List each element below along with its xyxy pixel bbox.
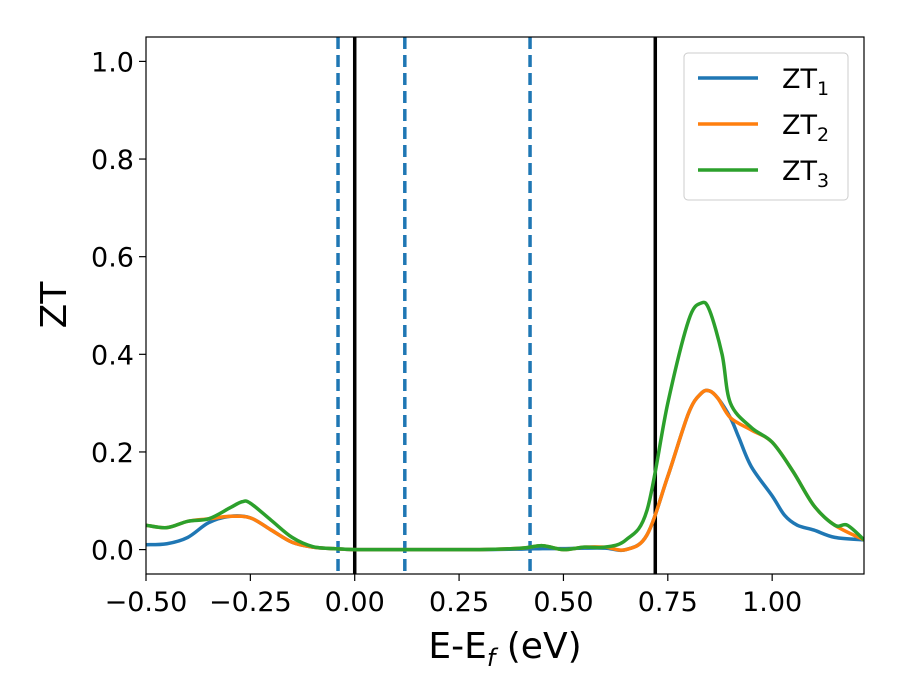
legend: ZT1 ZT2 ZT3: [683, 52, 849, 201]
y-tick-label: 0.4: [91, 340, 134, 371]
legend-frame: [683, 52, 849, 201]
legend-label-zt3: ZT3: [782, 156, 829, 192]
y-tick-label: 0.8: [91, 145, 134, 176]
x-tick-label: 0.25: [429, 587, 489, 618]
y-tick-label: 0.6: [91, 243, 134, 274]
series-line-zt1: [146, 388, 864, 553]
x-axis: −0.50 −0.25 0.00 0.25 0.50 0.75 1.00: [105, 574, 802, 618]
series-line-zt2: [146, 388, 864, 552]
x-tick-label: 0.75: [638, 587, 698, 618]
x-tick-label: 0.50: [533, 587, 593, 618]
series-lines: [146, 300, 864, 553]
x-axis-label: E-Ef (eV): [428, 626, 581, 672]
x-tick-label: −0.25: [209, 587, 292, 618]
reference-lines: [336, 37, 658, 574]
legend-label-zt1: ZT1: [782, 64, 829, 100]
series-line-zt3: [146, 300, 864, 552]
y-tick-label: 1.0: [91, 47, 134, 78]
legend-label-zt2: ZT2: [782, 110, 829, 146]
x-tick-label: 0.00: [325, 587, 385, 618]
plot-frame: [145, 36, 865, 575]
x-tick-label: −0.50: [105, 587, 188, 618]
y-tick-label: 0.2: [91, 438, 134, 469]
y-axis: 0.0 0.2 0.4 0.6 0.8 1.0: [91, 47, 146, 567]
y-axis-label: ZT: [34, 281, 75, 329]
y-tick-label: 0.0: [91, 536, 134, 567]
x-tick-label: 1.00: [742, 587, 802, 618]
